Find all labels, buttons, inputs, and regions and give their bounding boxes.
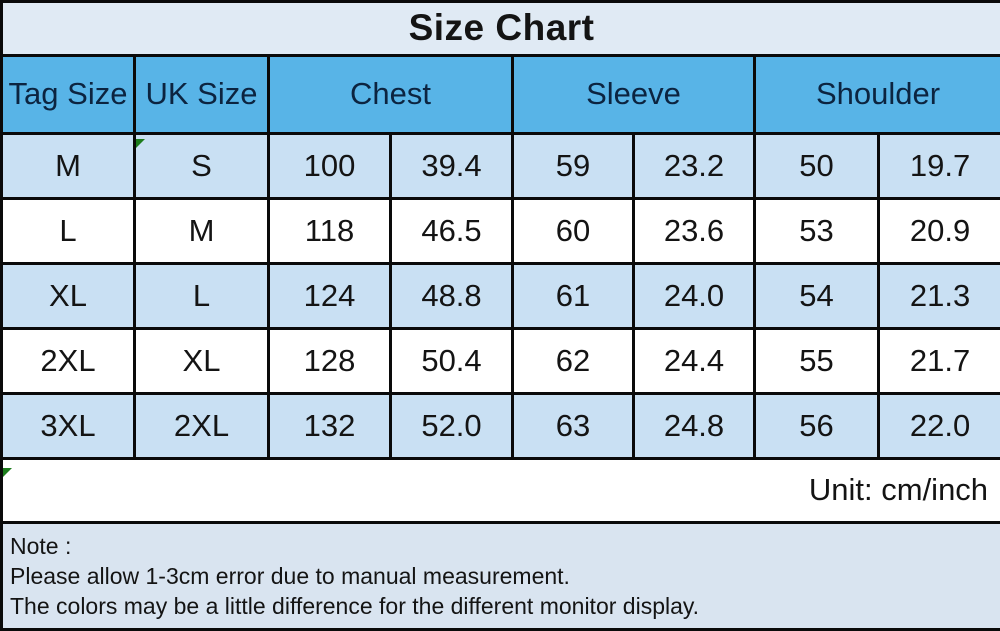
cell-uk-size: L xyxy=(133,261,270,330)
cell-shoulder-inch: 20.9 xyxy=(876,196,1000,265)
note-line-measurement: Please allow 1-3cm error due to manual m… xyxy=(10,562,570,589)
cell-chest-inch: 52.0 xyxy=(389,391,514,460)
cell-uk-size: 2XL xyxy=(133,391,270,460)
header-row: Tag Size UK Size Chest Sleeve Shoulder xyxy=(0,53,1000,135)
col-header-tag-size: Tag Size xyxy=(0,53,136,135)
note-heading: Note : xyxy=(10,532,72,559)
cell-sleeve-cm: 59 xyxy=(511,131,635,200)
cell-sleeve-cm: 61 xyxy=(511,261,635,330)
title-row: Size Chart xyxy=(0,0,1000,57)
cell-chest-cm: 118 xyxy=(267,196,392,265)
cell-chest-cm: 124 xyxy=(267,261,392,330)
cell-tag-size: L xyxy=(0,196,136,265)
cell-sleeve-inch: 23.2 xyxy=(632,131,756,200)
table-row-l: L M 118 46.5 60 23.6 53 20.9 xyxy=(0,196,1000,265)
table-row-xl: XL L 124 48.8 61 24.0 54 21.3 xyxy=(0,261,1000,330)
cell-uk-size: XL xyxy=(133,326,270,395)
table-row-m: M S 100 39.4 59 23.2 50 19.7 xyxy=(0,131,1000,200)
cell-shoulder-inch: 21.3 xyxy=(876,261,1000,330)
cell-sleeve-cm: 63 xyxy=(511,391,635,460)
cell-shoulder-inch: 21.7 xyxy=(876,326,1000,395)
cell-chest-inch: 46.5 xyxy=(389,196,514,265)
cell-sleeve-inch: 24.0 xyxy=(632,261,756,330)
note-row: Note : Please allow 1-3cm error due to m… xyxy=(0,520,1000,631)
cell-chest-cm: 100 xyxy=(267,131,392,200)
cell-shoulder-inch: 19.7 xyxy=(876,131,1000,200)
cell-sleeve-inch: 24.8 xyxy=(632,391,756,460)
cell-chest-inch: 50.4 xyxy=(389,326,514,395)
note-line-colors: The colors may be a little difference fo… xyxy=(10,592,700,619)
col-header-shoulder: Shoulder xyxy=(752,53,1000,135)
cell-chest-cm: 128 xyxy=(267,326,392,395)
table-row-2xl: 2XL XL 128 50.4 62 24.4 55 21.7 xyxy=(0,326,1000,395)
col-header-uk-size: UK Size xyxy=(133,53,270,135)
table-row-3xl: 3XL 2XL 132 52.0 63 24.8 56 22.0 xyxy=(0,391,1000,460)
cell-tag-size: M xyxy=(0,131,136,200)
cell-shoulder-inch: 22.0 xyxy=(876,391,1000,460)
cell-shoulder-cm: 56 xyxy=(753,391,880,460)
cell-chest-inch: 48.8 xyxy=(389,261,514,330)
cell-uk-size: S xyxy=(133,131,270,200)
cell-shoulder-cm: 54 xyxy=(753,261,880,330)
note-section: Note : Please allow 1-3cm error due to m… xyxy=(0,520,1000,631)
cell-tag-size: 3XL xyxy=(0,391,136,460)
cell-shoulder-cm: 50 xyxy=(753,131,880,200)
cell-tag-size: XL xyxy=(0,261,136,330)
cell-sleeve-cm: 62 xyxy=(511,326,635,395)
cell-shoulder-cm: 55 xyxy=(753,326,880,395)
cell-chest-cm: 132 xyxy=(267,391,392,460)
cell-shoulder-cm: 53 xyxy=(753,196,880,265)
cell-sleeve-cm: 60 xyxy=(511,196,635,265)
cell-sleeve-inch: 23.6 xyxy=(632,196,756,265)
cell-sleeve-inch: 24.4 xyxy=(632,326,756,395)
col-header-sleeve: Sleeve xyxy=(511,53,756,135)
page-title: Size Chart xyxy=(0,0,1000,57)
unit-row: Unit: cm/inch xyxy=(0,456,1000,524)
cell-chest-inch: 39.4 xyxy=(389,131,514,200)
cell-uk-size: M xyxy=(133,196,270,265)
cell-tag-size: 2XL xyxy=(0,326,136,395)
col-header-chest: Chest xyxy=(267,53,514,135)
unit-label: Unit: cm/inch xyxy=(0,456,1000,524)
